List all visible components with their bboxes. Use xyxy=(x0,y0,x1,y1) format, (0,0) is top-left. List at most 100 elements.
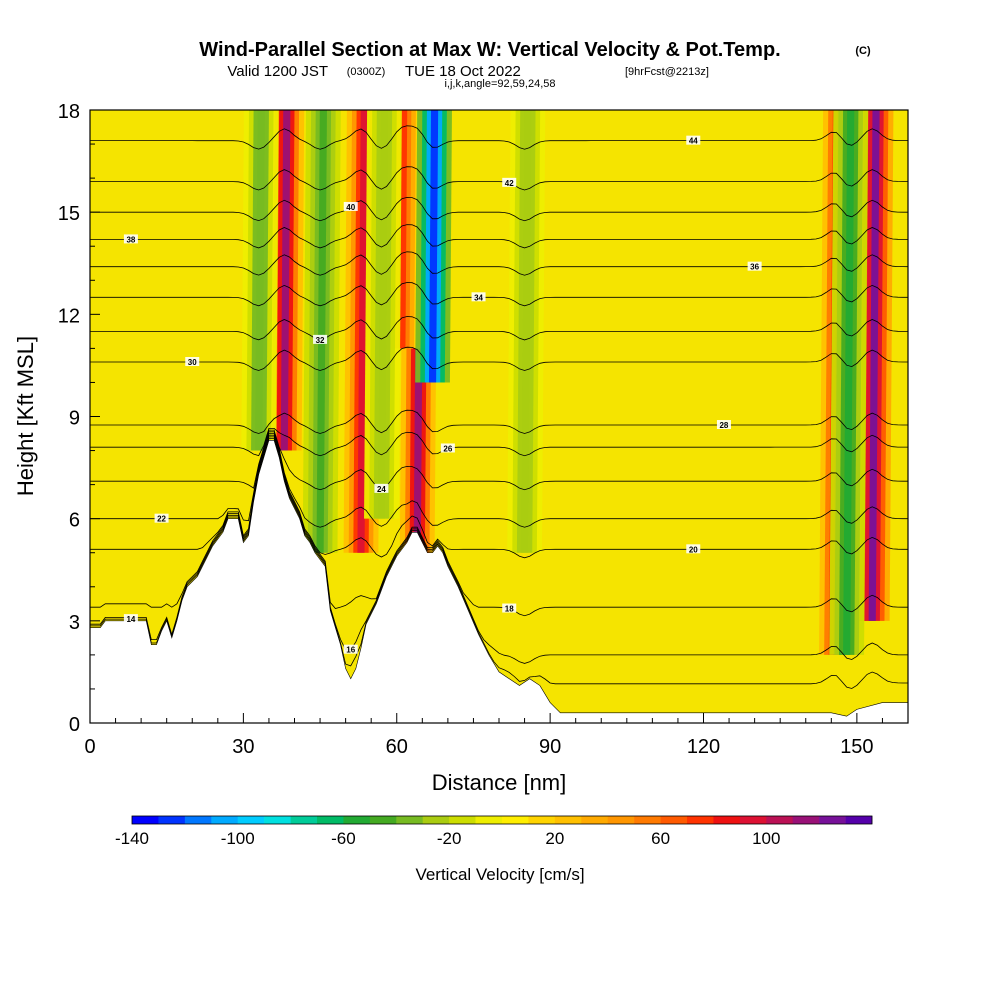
downdraft-5-core-3 xyxy=(843,110,855,655)
isentrope-18 xyxy=(90,434,908,617)
contour-label-30: 30 xyxy=(188,358,197,367)
contour-label-bg-24 xyxy=(374,483,389,493)
contour-label-bg-40 xyxy=(343,201,358,211)
colorbar-swatch xyxy=(317,816,344,824)
contour-label-16: 16 xyxy=(346,646,355,655)
y-tick-label: 9 xyxy=(69,408,80,430)
contour-label-bg-36 xyxy=(747,261,762,271)
terrain xyxy=(90,440,908,723)
downdraft-3-core-3 xyxy=(377,110,389,519)
isentrope-16 xyxy=(90,436,908,664)
colorbar-swatch xyxy=(264,816,291,824)
isentrope-14 xyxy=(90,438,908,689)
contour-label-bg-32 xyxy=(313,334,328,344)
y-tick-label: 18 xyxy=(58,101,80,123)
contour-label-bg-18 xyxy=(502,603,517,613)
colorbar-label: Vertical Velocity [cm/s] xyxy=(415,865,584,884)
isentrope-40 xyxy=(90,196,908,222)
colorbar-swatch xyxy=(554,816,582,824)
contour-label-bg-28 xyxy=(716,420,731,430)
colorbar-tick-label: -60 xyxy=(331,829,356,848)
contour-label-bg-44 xyxy=(686,135,701,145)
colorbar-swatch xyxy=(132,816,159,824)
contour-label-bg-34 xyxy=(471,292,486,302)
colorbar-swatch xyxy=(158,816,186,824)
colorbar-tick-label: -140 xyxy=(115,829,149,848)
x-tick-label: 90 xyxy=(539,736,561,758)
contour-label-bg-26 xyxy=(440,443,455,453)
isentrope-26 xyxy=(90,428,908,457)
colorbar-swatch xyxy=(766,816,794,824)
colorbar-swatch xyxy=(687,816,714,824)
isentrope-36 xyxy=(90,251,908,276)
y-axis-label: Height [Kft MSL] xyxy=(13,336,38,496)
valid-utc: (0300Z) xyxy=(347,66,386,78)
contour-label-bg-42 xyxy=(502,177,517,187)
colorbar-tick-label: -20 xyxy=(437,829,462,848)
colorbar-swatch xyxy=(343,816,371,824)
contour-label-bg-30 xyxy=(185,357,200,367)
colorbar-swatch xyxy=(660,816,688,824)
colorbar-swatch xyxy=(237,816,265,824)
colorbar-swatch xyxy=(634,816,661,824)
colorbar-swatch xyxy=(502,816,529,824)
y-tick-label: 3 xyxy=(69,612,80,634)
valid-date: TUE 18 Oct 2022 xyxy=(405,63,521,80)
updraft-5-core-3 xyxy=(868,110,880,621)
colorbar-tick-label: 100 xyxy=(752,829,780,848)
colorbar-swatch xyxy=(607,816,635,824)
isentrope-42 xyxy=(90,166,908,191)
colorbar-swatch xyxy=(845,816,873,824)
contour-label-34: 34 xyxy=(474,293,483,302)
contour-label-28: 28 xyxy=(719,421,728,430)
x-tick-label: 0 xyxy=(84,736,95,758)
contour-label-22: 22 xyxy=(157,515,166,524)
forecast-info: [9hrFcst@2213z] xyxy=(625,66,709,78)
colorbar xyxy=(131,815,873,825)
colorbar-swatch xyxy=(449,816,476,824)
colorbar-swatch xyxy=(792,816,820,824)
contour-label-32: 32 xyxy=(316,336,325,345)
x-tick-label: 120 xyxy=(687,736,720,758)
y-tick-label: 0 xyxy=(69,714,80,736)
colorbar-tick-label: 60 xyxy=(651,829,670,848)
isentrope-34 xyxy=(90,282,908,307)
contour-label-42: 42 xyxy=(505,179,514,188)
colorbar-swatch xyxy=(713,816,741,824)
x-axis-label: Distance [nm] xyxy=(432,770,567,795)
contour-label-14: 14 xyxy=(126,615,135,624)
contour-label-44: 44 xyxy=(689,137,698,146)
grid-info: i,j,k,angle=92,59,24,58 xyxy=(444,78,555,90)
contour-label-24: 24 xyxy=(377,485,386,494)
copyright-mark: (C) xyxy=(855,45,871,57)
isentrope-32 xyxy=(90,316,908,341)
colorbar-swatch xyxy=(475,816,503,824)
contour-label-36: 36 xyxy=(750,263,759,272)
x-tick-label: 150 xyxy=(840,736,873,758)
colorbar-swatch xyxy=(819,816,846,824)
colorbar-tick-label: -100 xyxy=(221,829,255,848)
isentrope-22 xyxy=(90,431,908,528)
isentrope-24 xyxy=(90,429,908,491)
y-tick-label: 12 xyxy=(58,305,80,327)
x-axis: 0 30 60 90 120 150 xyxy=(84,713,883,758)
contour-label-20: 20 xyxy=(689,545,698,554)
contour-labels: 14 16 18 20 22 24 26 28 30 32 34 36 38 40 42 44 xyxy=(123,135,762,655)
isentrope-28 xyxy=(90,409,908,434)
contour-label-18: 18 xyxy=(505,605,514,614)
isentrope-30 xyxy=(90,346,908,371)
colorbar-swatch xyxy=(581,816,609,824)
contour-label-40: 40 xyxy=(346,203,355,212)
chart-title: Wind-Parallel Section at Max W: Vertical… xyxy=(199,39,780,61)
updraft-2-core-3 xyxy=(413,348,423,553)
colorbar-swatch xyxy=(739,816,767,824)
x-tick-label: 60 xyxy=(386,736,408,758)
colorbar-tick-label: 20 xyxy=(545,829,564,848)
colorbar-swatch xyxy=(290,816,318,824)
valid-time: Valid 1200 JST xyxy=(227,63,328,80)
colorbar-ticks: -140 -100 -60 -20 20 60 100 xyxy=(115,829,780,848)
colorbar-swatch xyxy=(396,816,424,824)
colorbar-swatch xyxy=(528,816,556,824)
contour-label-26: 26 xyxy=(443,444,452,453)
